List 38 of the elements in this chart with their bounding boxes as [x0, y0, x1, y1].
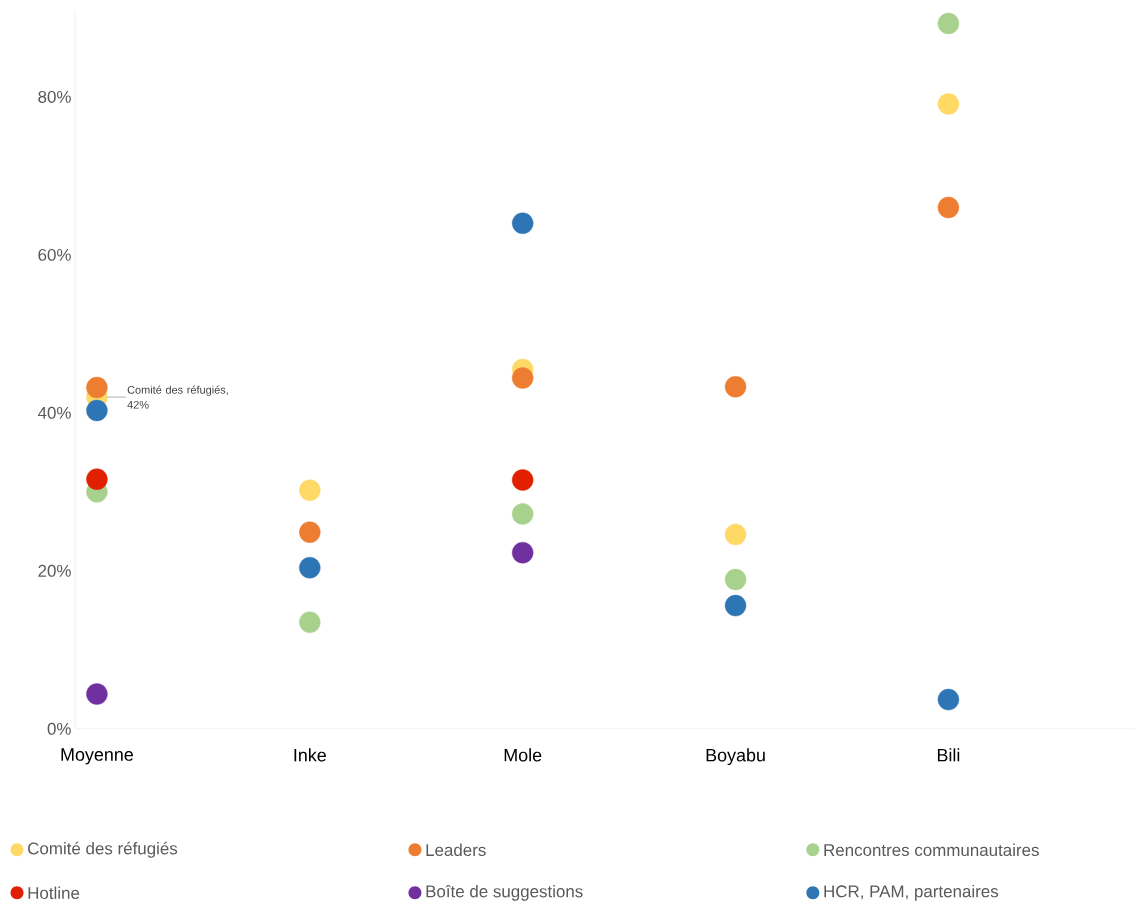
point	[511, 367, 534, 389]
y-tick-label: 60%	[38, 248, 71, 261]
point	[937, 93, 960, 115]
point	[511, 469, 534, 491]
point	[86, 376, 108, 399]
point	[937, 12, 960, 35]
point	[86, 399, 108, 422]
y-tick-label: 20%	[38, 564, 71, 577]
point	[724, 595, 747, 617]
y-tick-label: 80%	[38, 90, 71, 103]
point	[937, 689, 960, 711]
x-tick-label: Moyenne	[61, 748, 133, 765]
x-tick-label: Inke	[294, 748, 326, 762]
point	[724, 568, 747, 591]
legend-label: Rencontres communautaires	[824, 843, 1039, 857]
legend-label: Boîte de suggestions	[426, 884, 583, 901]
point	[937, 196, 960, 219]
point	[299, 521, 321, 543]
point	[511, 212, 534, 235]
x-tick-label: Boyabu	[706, 748, 765, 766]
legend-label: Hotline	[28, 886, 80, 900]
legend-label: Leaders	[426, 843, 486, 857]
point	[511, 503, 534, 525]
y-tick-label: 40%	[37, 406, 71, 419]
point	[724, 523, 747, 546]
point	[724, 376, 747, 398]
x-tick-label: Bili	[937, 748, 960, 762]
legend-label: HCR, PAM, partenaires	[824, 885, 999, 901]
annotation: Comité des réfugiés, 42%	[127, 385, 228, 409]
point	[299, 479, 321, 502]
point	[86, 683, 108, 705]
legend-label: Comité des réfugiés	[28, 841, 178, 858]
point	[86, 468, 108, 491]
point	[299, 557, 321, 579]
point	[299, 611, 321, 633]
y-tick-label: 0%	[47, 722, 71, 735]
point	[511, 542, 534, 564]
x-tick-label: Mole	[504, 748, 542, 762]
